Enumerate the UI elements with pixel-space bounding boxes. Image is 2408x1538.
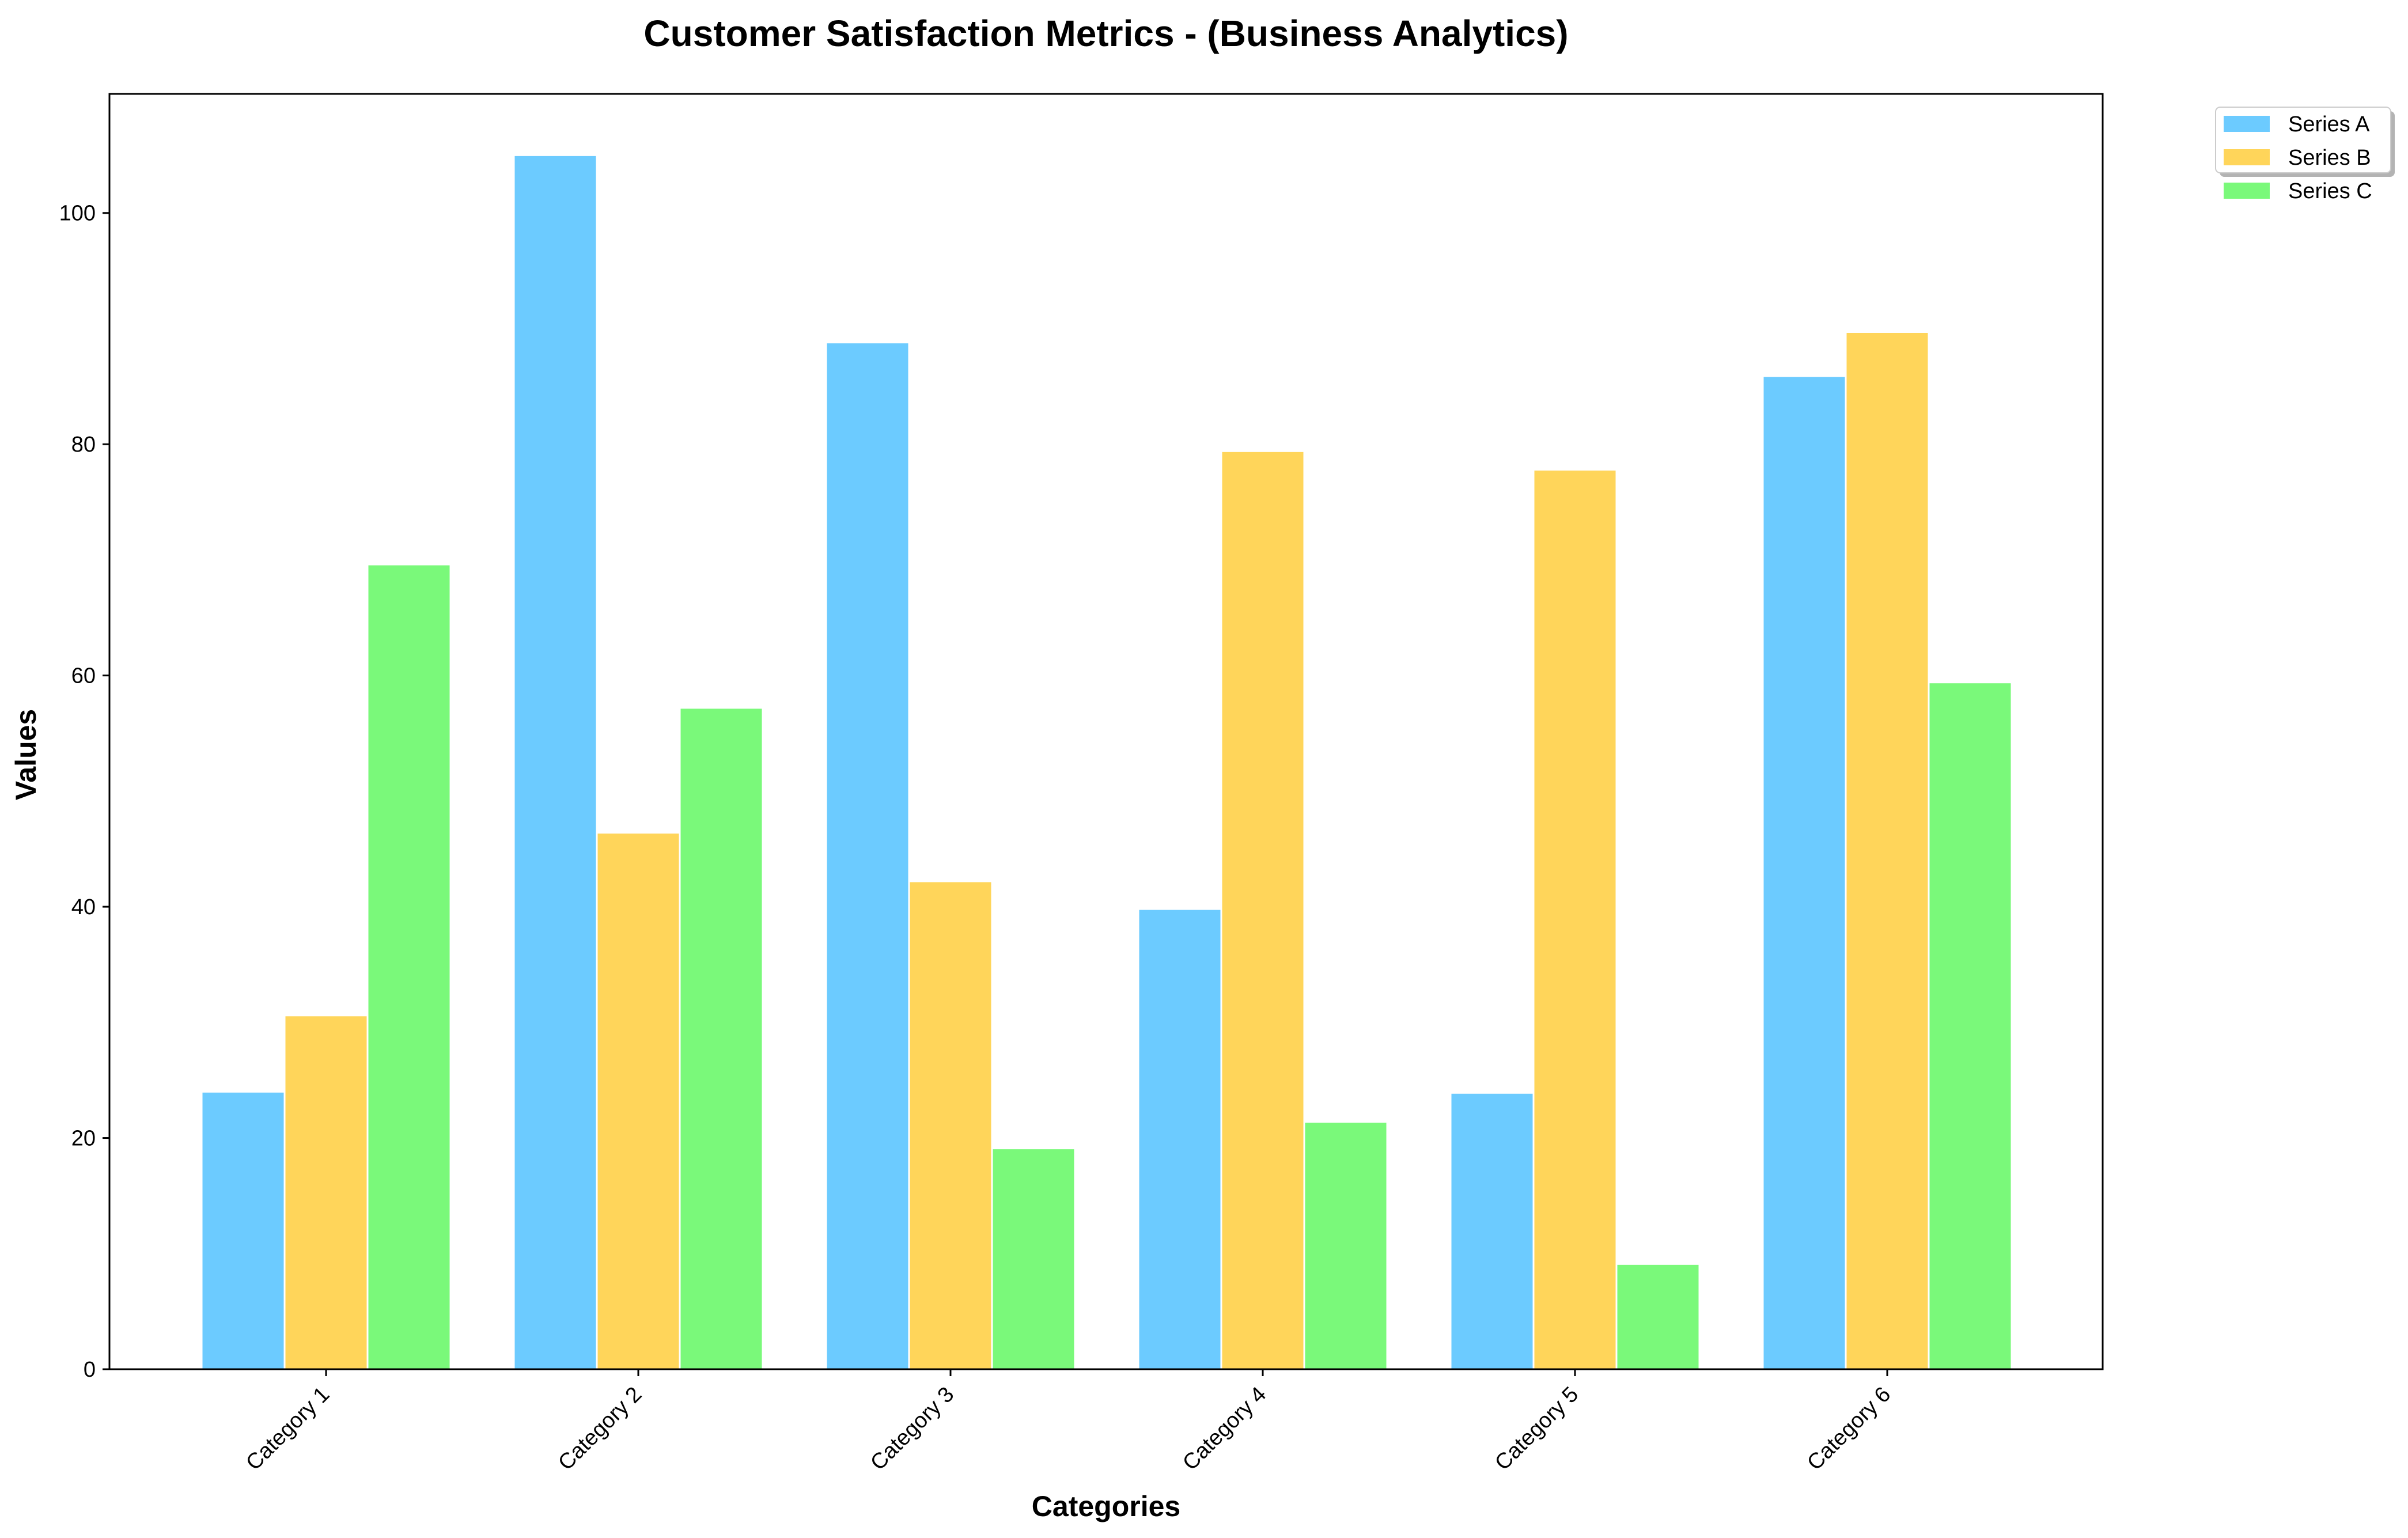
bar-series-3-category-1 [366, 563, 452, 1370]
x-tick-label: Category 1 [241, 1382, 334, 1475]
bar-series-1-category-6 [1762, 375, 1847, 1370]
legend-items: Series A Series B Series C [2224, 112, 2372, 203]
legend-swatch-series-1 [2224, 116, 2270, 132]
x-tick-label: Category 6 [1803, 1382, 1895, 1475]
legend: Series A Series B Series C [2215, 107, 2395, 203]
chart-title: Customer Satisfaction Metrics - (Busines… [643, 13, 1568, 54]
bar-series-3-category-4 [1303, 1120, 1388, 1370]
y-tick-label: 0 [84, 1358, 96, 1382]
legend-label-series-1: Series A [2288, 112, 2370, 137]
x-axis: Category 1 Category 2 Category 3 Category 4… [241, 1369, 1895, 1475]
bar-series-2-category-5 [1532, 468, 1618, 1370]
bar-series-1-category-4 [1137, 908, 1222, 1370]
y-tick-label: 100 [59, 202, 96, 226]
bars-layer [200, 154, 2013, 1370]
legend-swatch-series-3 [2224, 183, 2270, 199]
legend-swatch-series-2 [2224, 149, 2270, 165]
y-tick-label: 60 [71, 664, 96, 688]
bar-series-2-category-2 [596, 832, 681, 1370]
x-tick-label: Category 2 [554, 1382, 646, 1475]
legend-label-series-2: Series B [2288, 146, 2371, 170]
bar-series-3-category-5 [1615, 1263, 1701, 1370]
y-tick-label: 20 [71, 1127, 96, 1151]
bar-series-1-category-1 [200, 1090, 286, 1370]
bar-series-1-category-2 [513, 154, 598, 1370]
y-axis: 0 20 40 60 80 100 [59, 202, 109, 1382]
bar-series-1-category-5 [1449, 1092, 1535, 1370]
plot-frame [108, 93, 2104, 1370]
x-tick-label: Category 4 [1178, 1382, 1271, 1475]
x-tick-label: Category 5 [1490, 1382, 1583, 1475]
y-axis-label: Values [10, 709, 42, 800]
bar-series-2-category-6 [1845, 331, 1930, 1370]
bar-series-3-category-2 [679, 707, 764, 1370]
x-axis-label: Categories [1032, 1490, 1180, 1522]
y-tick-label: 40 [71, 895, 96, 919]
bar-series-1-category-3 [825, 342, 910, 1370]
y-tick-label: 80 [71, 433, 96, 457]
legend-label-series-3: Series C [2288, 179, 2372, 203]
bar-series-2-category-3 [908, 880, 993, 1370]
bar-series-3-category-3 [991, 1147, 1076, 1370]
bar-series-3-category-6 [1928, 681, 2013, 1370]
bar-series-2-category-4 [1220, 450, 1305, 1370]
bar-series-2-category-1 [283, 1014, 369, 1370]
x-tick-label: Category 3 [866, 1382, 959, 1475]
